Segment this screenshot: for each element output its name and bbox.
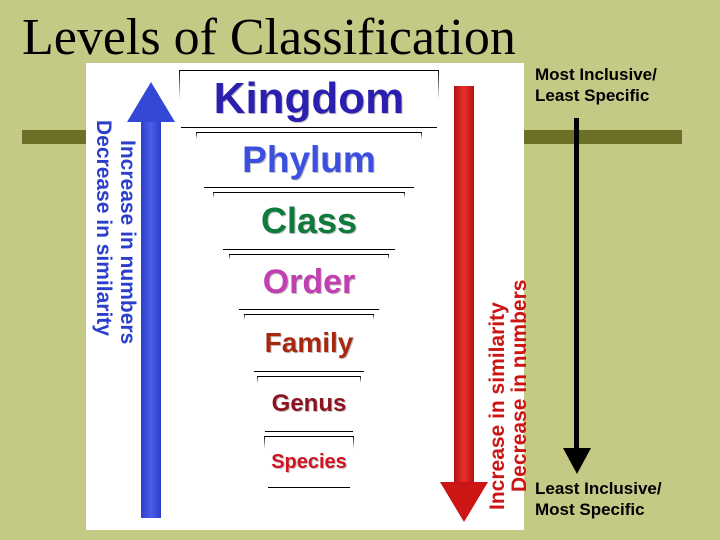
level-row-order: Order	[229, 254, 389, 310]
bottom-right-label-line1: Least Inclusive/	[535, 479, 662, 498]
level-row-family: Family	[244, 314, 374, 372]
page-title: Levels of Classification	[22, 8, 516, 67]
left-arrow-shaft	[141, 118, 161, 518]
level-label-kingdom: Kingdom	[214, 74, 405, 124]
left-arrow-head-icon	[127, 82, 175, 122]
bottom-right-label-line2: Most Specific	[535, 500, 645, 519]
left-arrow-label-1: Decrease in similarity	[91, 120, 115, 336]
level-row-species: Species	[264, 436, 354, 488]
left-arrow-group: Decrease in similarity Increase in numbe…	[97, 82, 175, 522]
right-arrow-label-1: Increase in similarity	[486, 302, 510, 510]
level-row-class: Class	[213, 192, 405, 250]
level-label-species: Species	[271, 451, 347, 474]
level-label-class: Class	[261, 200, 357, 242]
level-label-phylum: Phylum	[242, 139, 376, 181]
level-row-kingdom: Kingdom	[179, 70, 439, 128]
right-arrow-head-icon	[440, 482, 488, 522]
level-label-order: Order	[263, 263, 356, 302]
right-arrow-label-2: Decrease in numbers	[508, 280, 532, 492]
right-arrow-shaft	[454, 86, 474, 486]
top-right-label-line1: Most Inclusive/	[535, 65, 657, 84]
top-right-label: Most Inclusive/ Least Specific	[535, 64, 657, 107]
black-arrow-head-icon	[563, 448, 591, 474]
taxonomy-funnel: Kingdom Phylum Class Order Family Genus Specie…	[174, 70, 444, 522]
right-arrow-group: Increase in similarity Decrease in numbe…	[444, 82, 522, 522]
left-arrow-label-2: Increase in numbers	[115, 140, 139, 344]
level-label-genus: Genus	[272, 390, 347, 418]
top-right-label-line2: Least Specific	[535, 86, 649, 105]
black-arrow-shaft	[574, 118, 579, 452]
level-label-family: Family	[265, 327, 354, 359]
level-row-phylum: Phylum	[196, 132, 422, 188]
bottom-right-label: Least Inclusive/ Most Specific	[535, 478, 662, 521]
level-row-genus: Genus	[257, 376, 361, 432]
